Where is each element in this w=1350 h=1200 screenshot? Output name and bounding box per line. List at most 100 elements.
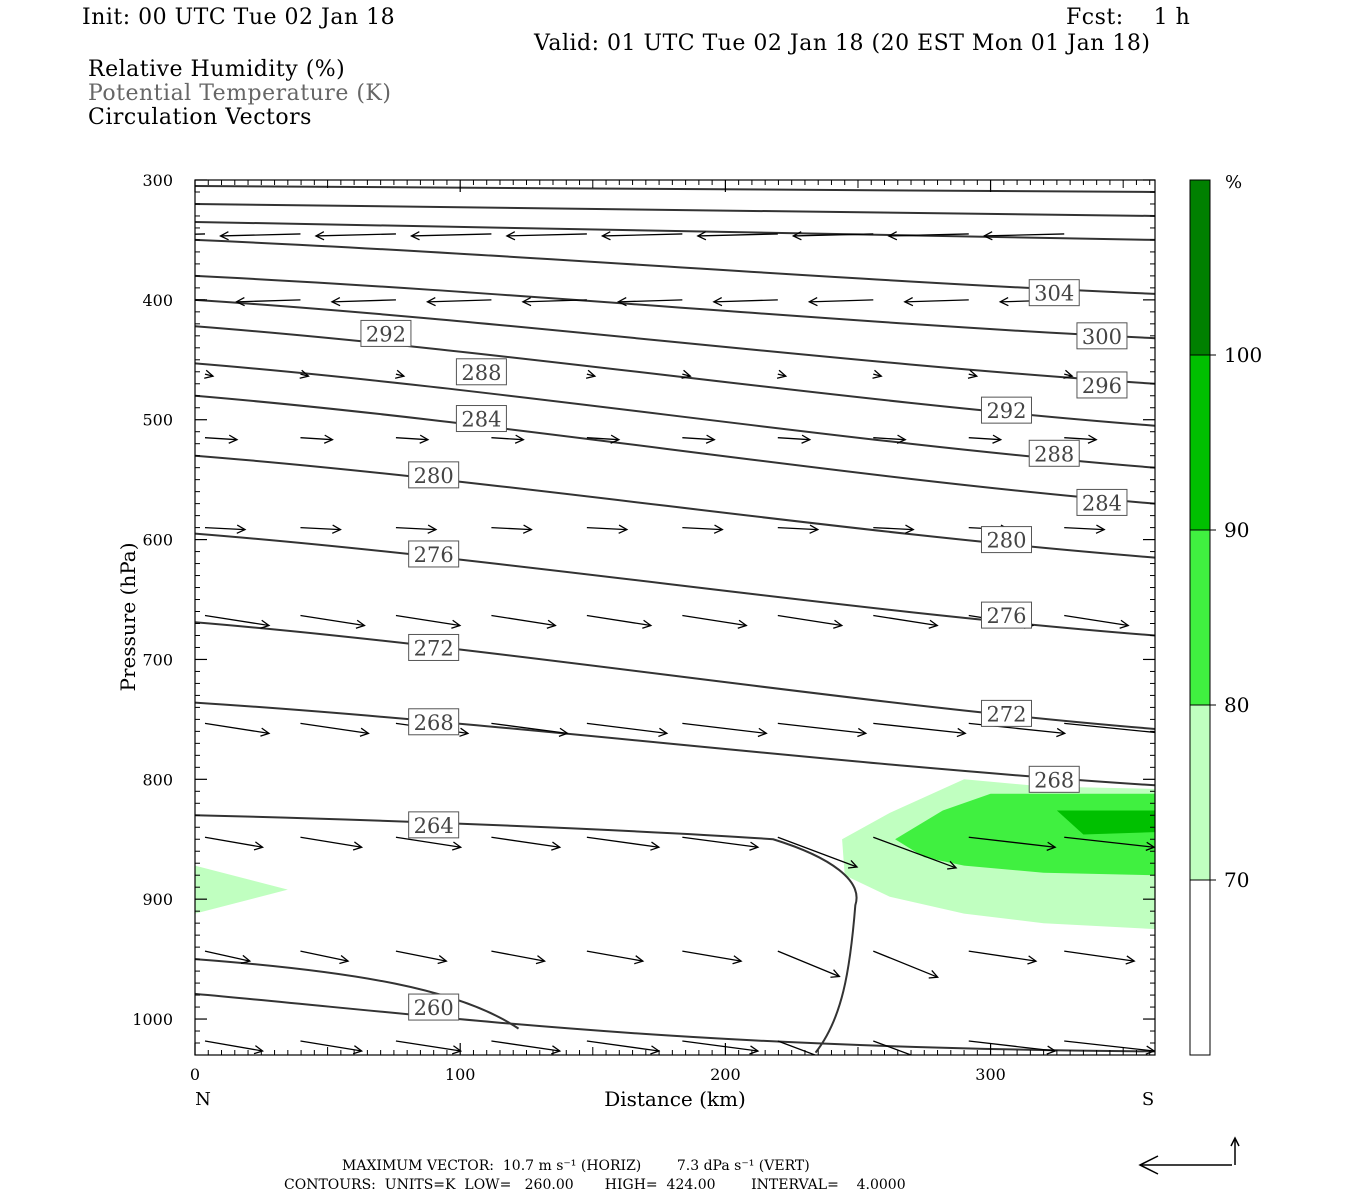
vector-arrow	[586, 1040, 659, 1052]
vector-arrow	[395, 1040, 461, 1052]
vector-arrowhead	[299, 369, 310, 379]
y-tick-label: 400	[142, 291, 173, 310]
vector-arrowhead	[253, 841, 265, 851]
contour-label: 280	[408, 461, 460, 489]
vector-arrowhead	[1095, 524, 1106, 534]
vector-arrowhead	[887, 231, 898, 241]
vector-arrow	[506, 233, 587, 237]
contour-label-value: 296	[1082, 374, 1122, 398]
contour-label: 280	[980, 526, 1032, 554]
vector-arrowhead	[1156, 729, 1164, 737]
vector-arrowhead	[236, 524, 247, 534]
vector-arrowhead	[425, 296, 436, 307]
vector-arrow	[204, 1040, 263, 1052]
contour-label-box	[980, 396, 1032, 424]
theta-contour-line	[195, 992, 1155, 1053]
vector-arrow	[873, 1040, 913, 1055]
vector-arrow	[682, 836, 759, 848]
vector-arrowhead	[330, 296, 341, 307]
vector-arrowhead	[696, 231, 707, 241]
contour-label-box	[408, 811, 460, 839]
vector-arrow	[204, 836, 263, 848]
vector-arrowhead	[437, 955, 448, 965]
contour-label-value: 280	[414, 464, 454, 488]
vector-arrow	[395, 950, 447, 962]
contour-label-box	[1076, 488, 1128, 516]
contour-label-value: 272	[414, 636, 454, 660]
contour-label-box	[455, 405, 507, 433]
vector-arrow	[777, 437, 810, 441]
vector-arrowhead	[359, 727, 370, 737]
vector-arrow	[236, 299, 301, 303]
vector-arrow	[395, 836, 461, 848]
vector-arrow	[777, 614, 842, 627]
y-tick-label: 1000	[132, 1010, 173, 1029]
contour-label: 288	[455, 358, 507, 386]
vector-arrow	[491, 614, 556, 627]
contour-label: 296	[1076, 371, 1128, 399]
y-axis-label: Pressure (hPa)	[116, 543, 140, 692]
vector-arrowhead	[1063, 369, 1074, 379]
rh-90-region	[1056, 810, 1155, 835]
vector-arrowhead	[1125, 955, 1136, 965]
contour-label-value: 300	[1082, 325, 1122, 349]
vector-arrowhead	[409, 231, 420, 241]
vector-arrow	[873, 950, 938, 978]
colorbar-segment	[1189, 529, 1211, 706]
vector-arrowhead	[848, 859, 859, 869]
contour-label-box	[408, 993, 460, 1021]
vector-arrow	[300, 526, 341, 531]
colorbar-label: 90	[1224, 518, 1249, 542]
vector-arrowhead	[681, 369, 692, 379]
vector-arrowhead	[992, 434, 1003, 444]
init-time: Init: 00 UTC Tue 02 Jan 18	[82, 5, 396, 30]
vector-arrowhead	[1056, 727, 1067, 738]
vector-arrowhead	[903, 296, 914, 307]
contour-label-box	[408, 708, 460, 736]
vector-arrow	[586, 836, 659, 848]
contour-label: 260	[408, 993, 460, 1021]
vector-arrow	[888, 233, 969, 237]
vector-arrowhead	[928, 969, 940, 979]
y-tick-label: 300	[142, 171, 173, 190]
vector-arrowhead	[1087, 434, 1098, 444]
vector-arrowhead	[1027, 955, 1038, 965]
vector-arrowhead	[712, 296, 723, 307]
vector-arrow	[586, 950, 643, 962]
contour-label-box	[1076, 371, 1128, 399]
colorbar-segment	[1189, 354, 1211, 531]
vector-arrow	[491, 1040, 560, 1052]
vector-arrowhead	[314, 231, 325, 241]
vector-arrow	[968, 950, 1037, 962]
vector-arrowhead	[355, 619, 366, 629]
x-tick-label: 0	[190, 1065, 200, 1084]
vector-arrow	[1064, 950, 1135, 962]
vector-arrowhead	[904, 524, 915, 534]
vector-arrow	[682, 722, 767, 735]
vector-arrowhead	[551, 841, 562, 851]
vector-arrow	[777, 722, 866, 735]
vector-arrowhead	[451, 619, 462, 629]
rh-70-region-west	[195, 865, 288, 914]
contour-label-box	[980, 526, 1032, 554]
vector-arrow	[873, 437, 906, 441]
contour-label-value: 276	[414, 543, 454, 567]
vector-arrowhead	[352, 841, 364, 851]
vector-arrowhead	[253, 1045, 265, 1055]
vector-arrow	[300, 1040, 362, 1052]
colorbar-segment	[1189, 879, 1211, 1056]
colorbar-segment	[1189, 704, 1211, 881]
contour-label: 264	[408, 811, 460, 839]
circulation-vectors	[195, 231, 1164, 1055]
vector-arrowhead	[427, 524, 438, 534]
vector-arrowhead	[451, 841, 463, 851]
legend-relative-humidity: Relative Humidity (%)	[88, 57, 346, 82]
vector-arrow	[697, 233, 778, 237]
end-label-south: S	[1142, 1089, 1154, 1110]
vector-arrow	[204, 437, 238, 441]
vector-arrowhead	[618, 524, 629, 534]
contour-label-box	[408, 633, 460, 661]
vector-arrowhead	[219, 231, 229, 241]
vector-arrow	[968, 1040, 1056, 1052]
